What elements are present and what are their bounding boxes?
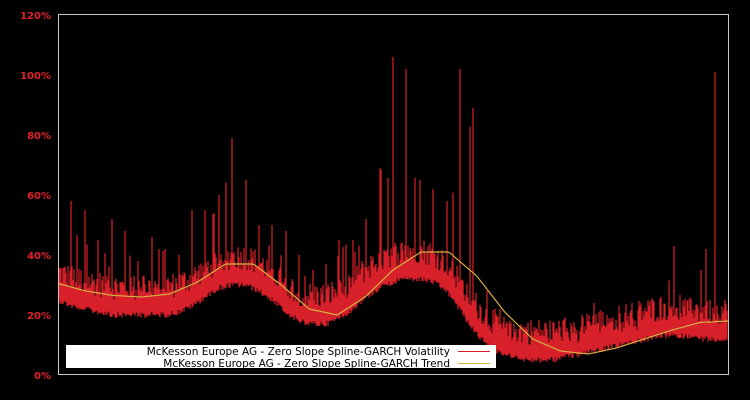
y-tick-label: 80% xyxy=(27,131,51,142)
y-axis-ticks: 0% 20% 40% 60% 80% 100% 120% xyxy=(20,11,51,382)
plot-frame xyxy=(58,14,729,375)
legend-box xyxy=(66,345,496,368)
trend-series xyxy=(57,251,729,355)
legend-label-volatility: McKesson Europe AG - Zero Slope Spline-G… xyxy=(147,346,450,358)
y-tick-label: 40% xyxy=(27,251,51,262)
legend: McKesson Europe AG - Zero Slope Spline-G… xyxy=(66,345,496,370)
y-tick-label: 100% xyxy=(20,71,51,82)
y-tick-label: 20% xyxy=(27,311,51,322)
y-tick-label: 0% xyxy=(34,371,51,382)
y-tick-label: 120% xyxy=(20,11,51,22)
y-tick-label: 60% xyxy=(27,191,51,202)
legend-label-trend: McKesson Europe AG - Zero Slope Spline-G… xyxy=(163,358,450,370)
